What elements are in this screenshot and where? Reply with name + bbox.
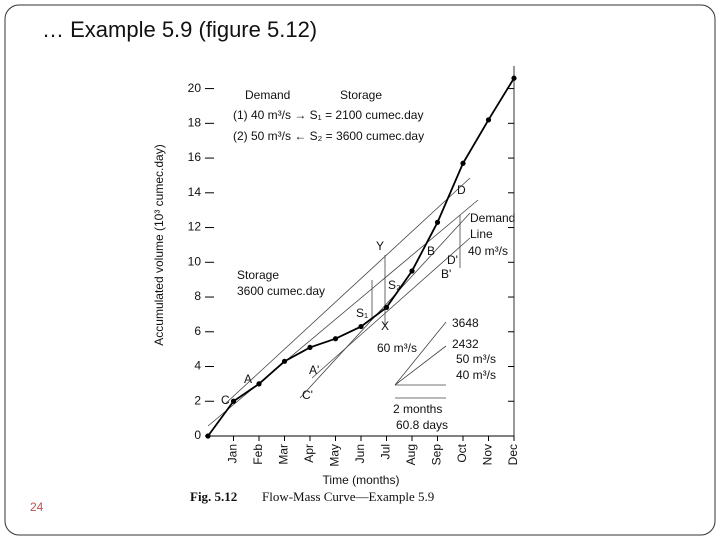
- slide-frame: [4, 4, 716, 536]
- y-tick-label: 10: [188, 254, 202, 268]
- annotation: 2432: [452, 337, 479, 351]
- annotation: B': [441, 267, 451, 281]
- x-tick-label: Apr: [302, 444, 316, 463]
- data-point: [332, 336, 339, 342]
- annotation: 60.8 days: [396, 418, 448, 432]
- y-tick-label: 4: [194, 359, 201, 373]
- annotation: S₁: [356, 306, 368, 320]
- annotation: 3648: [452, 316, 479, 330]
- annotation: Demand: [245, 88, 290, 102]
- slide-title: … Example 5.9 (figure 5.12): [42, 17, 317, 42]
- y-tick-label: 8: [194, 289, 201, 303]
- caption-label: Fig. 5.12: [190, 489, 237, 504]
- annotation: Demand: [470, 211, 515, 225]
- y-tick-label: 16: [188, 150, 202, 164]
- data-point: [358, 323, 364, 330]
- x-tick-label: Dec: [506, 444, 520, 465]
- x-tick-label: May: [328, 444, 342, 467]
- data-point: [409, 268, 415, 274]
- annotation: C': [302, 388, 313, 402]
- annotation: 40 m³/s: [468, 244, 508, 258]
- y-tick-label: 6: [194, 324, 201, 338]
- annotation: C: [221, 393, 230, 407]
- x-tick-label: Feb: [251, 444, 265, 465]
- y-tick-label: 0: [194, 428, 201, 442]
- x-tick-label: Mar: [277, 444, 291, 465]
- y-tick-label: 12: [188, 220, 202, 234]
- data-point: [205, 433, 211, 439]
- y-tick-label: 14: [188, 185, 202, 199]
- y-tick-label: 18: [188, 115, 202, 129]
- data-point: [383, 304, 390, 311]
- data-point: [256, 381, 262, 387]
- x-tick-label: Jun: [353, 444, 367, 463]
- annotation: Line: [470, 227, 493, 241]
- annotation: Storage: [237, 268, 279, 282]
- annotation: X: [381, 319, 389, 333]
- data-point: [511, 75, 517, 81]
- x-tick-label: Nov: [481, 444, 495, 465]
- annotation: 60 m³/s: [377, 341, 417, 355]
- caption: Flow-Mass Curve—Example 5.9: [262, 489, 434, 504]
- x-tick-label: Sep: [430, 444, 444, 466]
- annotation: D': [447, 253, 458, 267]
- x-tick-label: Oct: [455, 443, 469, 462]
- data-point: [434, 219, 441, 225]
- y-axis-label: Accumulated volume (10³ cumec.day): [152, 144, 166, 345]
- x-tick-label: Jan: [226, 444, 240, 463]
- data-point: [485, 117, 492, 123]
- annotation: (2) 50 m³/s ← S₂ = 3600 cumec.day: [233, 129, 424, 143]
- data-point: [230, 398, 237, 404]
- data-point: [307, 344, 313, 351]
- annotation: 50 m³/s: [456, 352, 496, 366]
- x-axis-label: Time (months): [323, 473, 400, 487]
- annotation: D: [457, 183, 466, 197]
- annotation: S₂: [388, 278, 401, 292]
- x-tick-label: Aug: [404, 444, 418, 465]
- annotation: Storage: [340, 88, 382, 102]
- annotation: 3600 cumec.day: [237, 284, 325, 298]
- annotation: B: [427, 244, 435, 258]
- annotation: 40 m³/s: [456, 368, 496, 382]
- annotation: A: [244, 372, 252, 386]
- data-point: [281, 358, 288, 364]
- page-number: 24: [30, 500, 44, 514]
- annotation: A': [309, 363, 319, 377]
- data-point: [460, 160, 466, 166]
- y-tick-label: 20: [188, 81, 202, 95]
- annotation: (1) 40 m³/s → S₁ = 2100 cumec.day: [233, 108, 423, 122]
- y-tick-label: 2: [194, 393, 201, 407]
- annotation: Y: [376, 239, 384, 253]
- annotation: 2 months: [393, 402, 442, 416]
- x-tick-label: Jul: [379, 444, 393, 459]
